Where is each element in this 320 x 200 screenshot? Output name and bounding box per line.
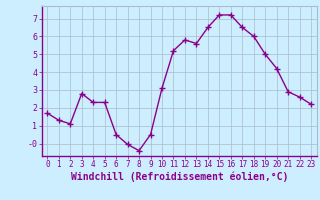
X-axis label: Windchill (Refroidissement éolien,°C): Windchill (Refroidissement éolien,°C) <box>70 172 288 182</box>
